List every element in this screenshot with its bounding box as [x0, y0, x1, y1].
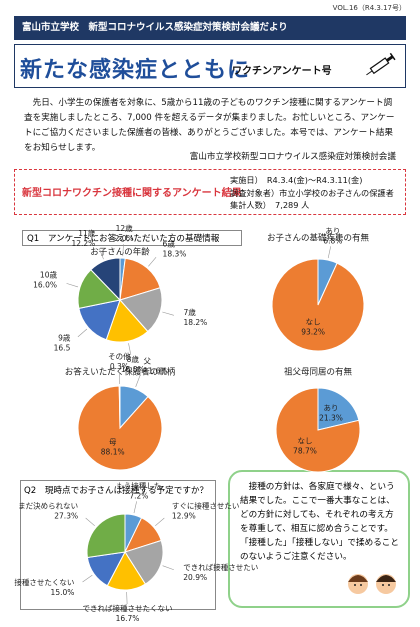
slice-label: 母 — [109, 438, 117, 447]
slice-value: 16.7% — [116, 614, 140, 623]
detail: 調査対象者）市立小学校のお子さんの保護者 — [230, 187, 394, 198]
slice-value: 21.3% — [319, 414, 343, 423]
pie-slice — [124, 539, 164, 585]
slice-label: もう接種した — [117, 481, 162, 491]
slice-value: 2.0% — [115, 234, 134, 243]
slice-label: あり — [324, 404, 339, 413]
pie-slice — [90, 257, 121, 302]
slice-value: 16.5 — [54, 343, 71, 352]
leader-line — [133, 501, 137, 514]
pie-slice — [119, 257, 161, 301]
pie-slice — [119, 287, 163, 333]
slice-label: 9歳 — [58, 332, 71, 342]
q2-heading: Q2 現時点でお子さんは接種する予定ですか？ — [24, 486, 209, 496]
pie-title: お答えいただく保護者の続柄 — [65, 367, 176, 378]
slice-value: 16.0% — [33, 280, 57, 289]
slice-value: 78.7% — [293, 446, 317, 455]
slice-value: 11.6% — [144, 366, 168, 375]
children-icon — [348, 574, 396, 594]
slice-value: 15.0% — [51, 588, 75, 597]
q2-box — [20, 480, 216, 610]
leader-line — [122, 244, 124, 257]
slice-label: まだ決められない — [18, 500, 78, 510]
slice-label: 10歳 — [40, 269, 58, 279]
signature: 富山市立学校新型コロナウイルス感染症対策検討会議 — [189, 152, 396, 162]
pie-slice — [317, 387, 360, 431]
slice-value: 20.9% — [183, 573, 207, 582]
slice-label: あり — [325, 227, 340, 236]
detail: 実施日） R4.3.4(金)～R4.3.11(金) — [230, 175, 363, 185]
org-line: 富山市立学校 新型コロナウイルス感染症対策検討会議だより — [14, 16, 406, 40]
leader-line — [66, 283, 79, 288]
leader-line — [162, 311, 174, 316]
slice-label: 8歳 — [127, 354, 140, 364]
leader-line — [155, 517, 165, 527]
slice-label: なし — [297, 436, 312, 445]
slice-value: 0.3% — [110, 362, 129, 371]
pie-title: お子さんの基礎疾患の有無 — [267, 233, 370, 244]
leader-line — [162, 565, 174, 571]
subtitle: ワクチンアンケート号 — [232, 66, 332, 77]
leader-line — [148, 256, 157, 267]
intro-text: 先日、小学生の保護者を対象に、5歳から11歳の子どものワクチン接種に関するアンケ… — [24, 98, 395, 153]
slice-label: 6歳 — [163, 239, 176, 249]
volume: VOL.16（R4.3.17号） — [332, 4, 406, 12]
slice-value: 16.8% — [121, 365, 145, 374]
slice-label: できれば接種させたくない — [83, 603, 173, 613]
slice-label: 7歳 — [183, 307, 196, 317]
slice-value: 27.3% — [54, 511, 78, 520]
leader-line — [128, 343, 132, 355]
pie-slice — [78, 299, 121, 341]
slice-value: 6.8% — [323, 237, 342, 246]
slice-value: 7.2% — [129, 492, 148, 501]
results-box — [14, 169, 406, 215]
pie-title: お子さんの年齢 — [90, 247, 150, 258]
slice-label: その他 — [108, 351, 131, 361]
results-details: 実施日） R4.3.4(金)～R4.3.11(金) 調査対象者）市立小学校のお子… — [230, 174, 394, 212]
slice-label: 12歳 — [116, 223, 134, 233]
slice-value: 18.3% — [163, 250, 187, 259]
detail: 集計人数） 7,289 人 — [230, 200, 310, 210]
slice-label: 接種させたくない — [14, 577, 74, 587]
syringe-icon — [366, 52, 396, 76]
leader-line — [98, 247, 104, 260]
leader-line — [135, 375, 141, 387]
slice-label: すぐに接種させたい — [172, 500, 240, 510]
leader-line — [77, 328, 88, 338]
results-title: 新型コロナワクチン接種に関するアンケート結果 — [22, 188, 242, 199]
pie-slice — [271, 258, 365, 352]
slice-value: 12.2% — [71, 239, 95, 248]
slice-label: できれば接種させたい — [183, 562, 258, 572]
pie-slice — [275, 387, 361, 473]
leader-line — [85, 517, 95, 527]
slice-value: 12.9% — [172, 511, 196, 520]
slice-value: 88.1% — [101, 448, 125, 457]
title-box — [14, 44, 406, 88]
q1-heading: Q1 アンケートにお答えいただいた方の基礎情報 — [22, 230, 242, 246]
slice-value: 93.2% — [301, 327, 325, 336]
leader-line — [327, 246, 332, 259]
pie-title: 祖父母同居の有無 — [284, 367, 353, 378]
pie-slice — [86, 513, 126, 559]
pie-slice — [118, 385, 121, 429]
leader-line — [82, 574, 93, 583]
slice-label: 11歳 — [78, 228, 96, 238]
title: 新たな感染症とともに — [20, 58, 251, 83]
slice-value: 18.2% — [183, 318, 207, 327]
slice-label: 父 — [144, 356, 152, 365]
slice-label: なし — [306, 317, 321, 326]
note-text: 接種の方針は、各家庭で様々、という結果でした。ここで一番大事なことは、どの方針に… — [240, 482, 399, 562]
